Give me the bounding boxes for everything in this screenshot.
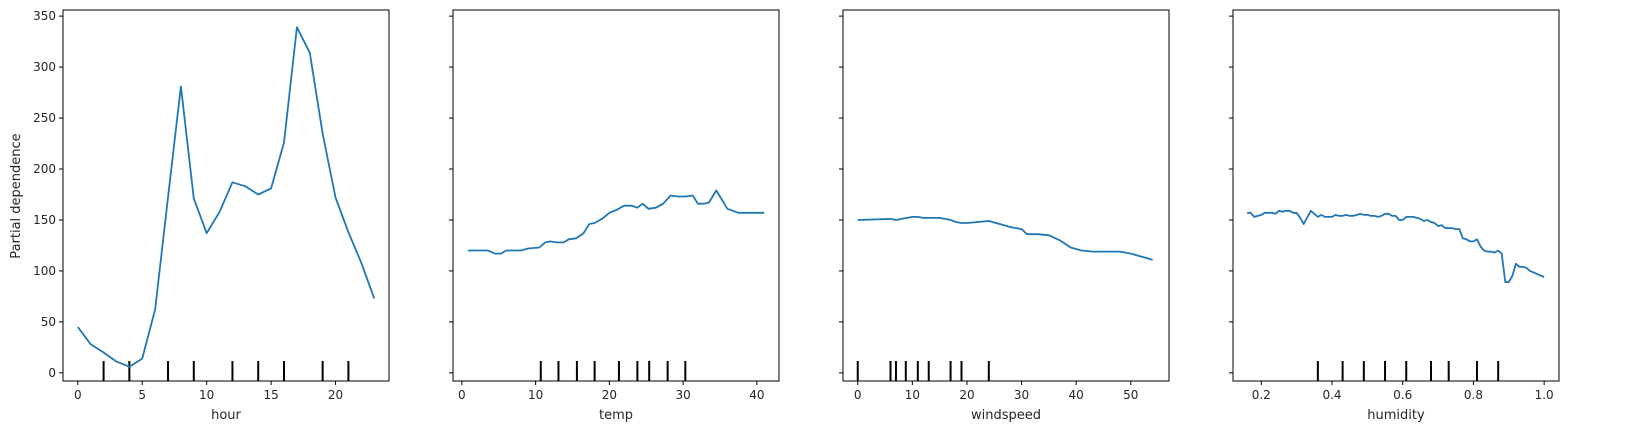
x-axis-label: hour [211,408,241,423]
y-axis-label: Partial dependence [9,133,24,258]
x-tick-label: 5 [138,388,146,402]
x-tick-label: 0 [854,388,862,402]
axes-frame [1232,9,1560,382]
panel-hour: 0 50 100 150 200 250 300 350 0 5 10 15 20 hour [33,9,390,423]
x-tick-label: 50 [1123,388,1138,402]
x-tick-label: 10 [528,388,543,402]
x-tick-label: 30 [1014,388,1029,402]
axes-frame [842,9,1170,382]
x-tick-label: 0.2 [1252,388,1271,402]
x-axis-label: windspeed [971,408,1041,423]
x-tick-label: 0 [458,388,466,402]
x-tick-label: 30 [675,388,690,402]
y-tick-label: 0 [48,366,56,380]
x-tick-label: 0.6 [1393,388,1412,402]
x-tick-label: 15 [263,388,278,402]
x-tick-label: 0 [74,388,82,402]
x-tick-label: 1.0 [1535,388,1554,402]
x-tick-label: 40 [1069,388,1084,402]
y-tick-label: 350 [33,9,56,23]
pd-line-humidity [1247,209,1545,284]
y-tick-label: 200 [33,162,56,176]
pd-line-hour [77,26,376,368]
x-tick-label: 10 [905,388,920,402]
y-tick-label: 150 [33,213,56,227]
panel-windspeed: 0 10 20 30 40 50 windspeed [839,9,1170,423]
y-tick-label: 300 [33,60,56,74]
y-tick-label: 250 [33,111,56,125]
x-tick-label: 0.8 [1464,388,1483,402]
x-tick-label: 40 [749,388,764,402]
panel-humidity: 0.2 0.4 0.6 0.8 1.0 humidity [1229,9,1560,423]
x-tick-label: 0.4 [1322,388,1341,402]
panel-temp: 0 10 20 30 40 temp [449,9,780,423]
pd-line-windspeed [857,215,1153,261]
x-axis-label: humidity [1367,408,1425,423]
y-tick-label: 50 [41,315,56,329]
axes-frame [62,9,390,382]
axes-frame [452,9,780,382]
pd-line-temp [467,189,765,255]
x-tick-label: 20 [959,388,974,402]
y-tick-label: 100 [33,264,56,278]
x-axis-label: temp [599,408,633,423]
x-tick-label: 20 [328,388,343,402]
x-tick-label: 20 [602,388,617,402]
x-tick-label: 10 [199,388,214,402]
